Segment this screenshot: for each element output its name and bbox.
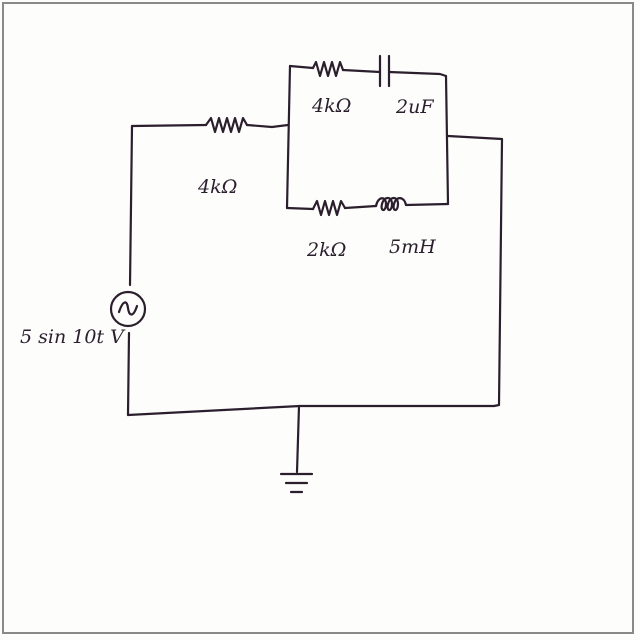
top-branch-resistor	[311, 60, 345, 78]
top-branch-capacitor	[378, 54, 391, 88]
capacitor-label: 2uF	[395, 96, 434, 118]
source-label: 5 sin 10t V	[20, 326, 126, 348]
bottom-branch-wire-a	[285, 206, 315, 211]
series-resistor	[204, 116, 249, 134]
right-outer-wire	[446, 134, 504, 408]
bottom-wire	[126, 404, 496, 417]
parallel-right-wire	[444, 74, 450, 206]
top-branch-wire-a	[288, 64, 315, 70]
bottom-branch-inductor	[374, 196, 408, 212]
ac-source-sine-icon	[117, 301, 139, 316]
ground-wire	[295, 404, 301, 474]
ac-source	[109, 290, 147, 328]
bottom-branch-wire-c	[404, 202, 450, 207]
top-branch-wire-c	[387, 70, 448, 78]
left-wire-lower	[126, 331, 131, 417]
top-resistor-label: 4kΩ	[311, 95, 351, 117]
ground-symbol	[279, 404, 314, 494]
series-resistor-label: 4kΩ	[197, 176, 237, 198]
top-left-wire	[130, 123, 208, 128]
bottom-branch-wire-b	[343, 204, 378, 210]
wire-to-parallel-node	[245, 123, 290, 129]
parallel-left-wire	[285, 64, 292, 210]
top-branch-wire-b	[341, 68, 382, 74]
bottom-resistor-label: 2kΩ	[306, 239, 346, 261]
ac-source-circle	[109, 290, 147, 328]
bottom-branch-resistor	[311, 199, 347, 217]
left-wire-upper	[128, 124, 134, 287]
page-border	[2, 2, 634, 634]
inductor-label: 5mH	[389, 236, 436, 258]
